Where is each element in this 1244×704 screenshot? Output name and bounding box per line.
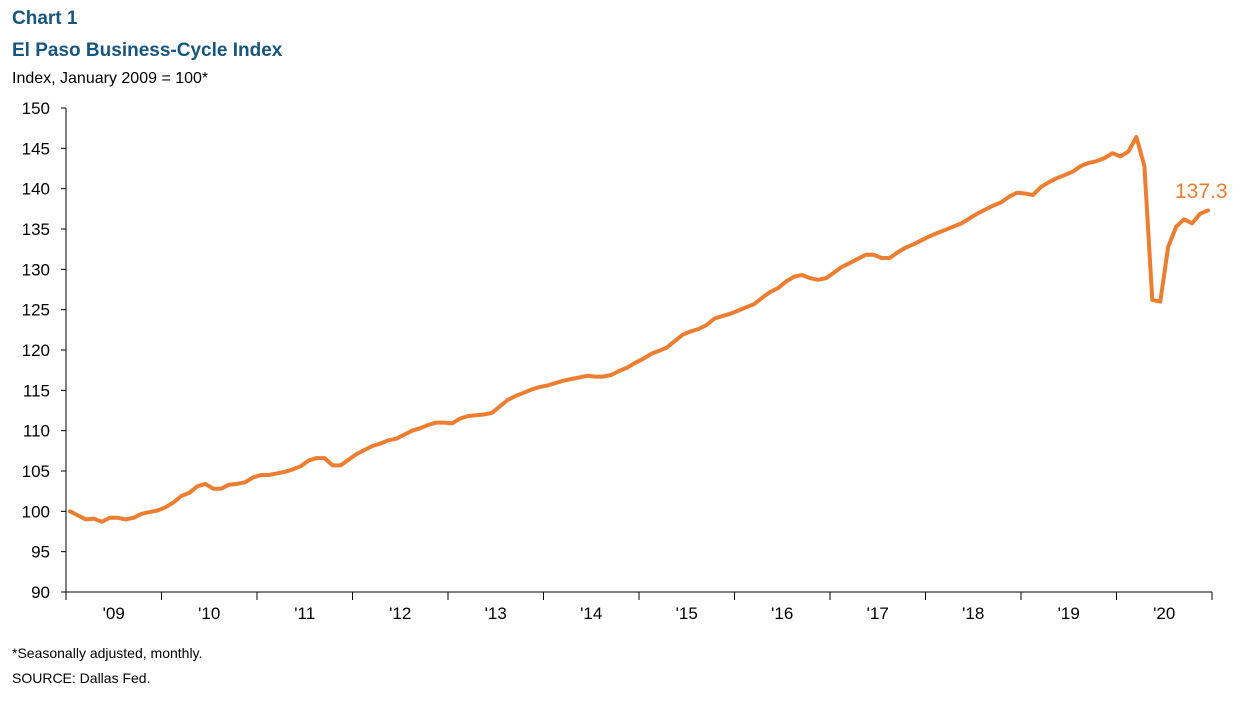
y-tick-label: 90 <box>31 583 50 602</box>
y-tick-label: 150 <box>22 99 50 118</box>
y-tick-label: 145 <box>22 139 50 158</box>
x-tick-label: '17 <box>867 604 889 623</box>
x-tick-label: '18 <box>962 604 984 623</box>
x-tick-label: '15 <box>676 604 698 623</box>
y-tick-label: 100 <box>22 502 50 521</box>
x-tick-label: '14 <box>580 604 602 623</box>
y-tick-label: 125 <box>22 301 50 320</box>
x-tick-label: '19 <box>1058 604 1080 623</box>
chart-number: Chart 1 <box>12 8 78 29</box>
y-tick-label: 140 <box>22 180 50 199</box>
y-tick-label: 110 <box>23 422 50 441</box>
y-tick-label: 120 <box>22 341 50 360</box>
x-tick-label: '13 <box>485 604 507 623</box>
source-note: SOURCE: Dallas Fed. <box>12 670 151 686</box>
series-line <box>68 135 1210 524</box>
x-axis: '09 '10 '11 '12 '13 '14 '15 '16 '17 '18 '19 '20 <box>65 591 1213 623</box>
chart-title: El Paso Business-Cycle Index <box>12 40 283 61</box>
x-tick-label: '20 <box>1153 604 1175 623</box>
footnote: *Seasonally adjusted, monthly. <box>12 645 203 661</box>
series-group <box>68 135 1210 524</box>
y-axis: 90 95 100 105 110 115 120 125 130 135 140 145 150 <box>22 99 67 602</box>
x-tick-label: '10 <box>198 604 220 623</box>
end-value-label: 137.3 <box>1175 180 1228 203</box>
y-tick-label: 115 <box>23 381 50 400</box>
y-tick-label: 95 <box>31 543 50 562</box>
x-tick-label: '16 <box>771 604 793 623</box>
x-tick-label: '09 <box>103 604 125 623</box>
y-tick-label: 135 <box>22 220 50 239</box>
y-tick-label: 130 <box>22 260 50 279</box>
x-tick-label: '11 <box>294 604 315 623</box>
y-axis-units-label: Index, January 2009 = 100* <box>12 70 209 87</box>
y-tick-label: 105 <box>22 462 50 481</box>
x-tick-label: '12 <box>389 604 411 623</box>
